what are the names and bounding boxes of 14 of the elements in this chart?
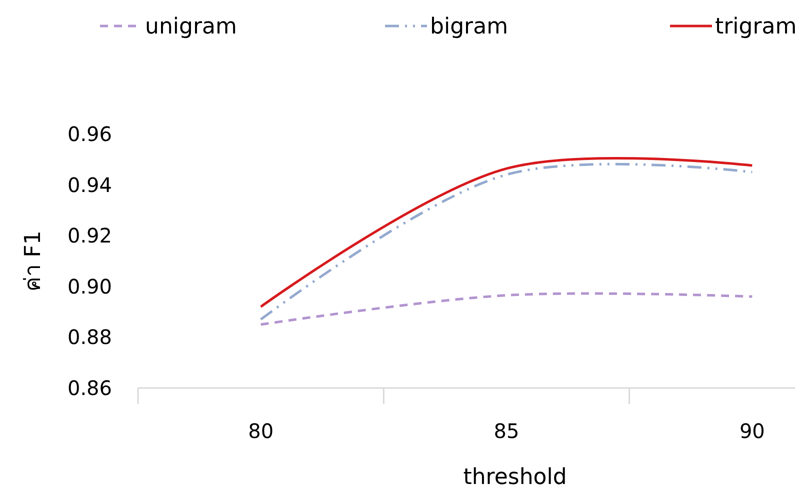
legend-label: unigram [145, 14, 237, 40]
x-tick-label: 85 [494, 419, 520, 443]
y-tick-label: 0.86 [67, 376, 112, 400]
x-tick-label: 80 [248, 419, 274, 443]
x-tick-label: 90 [739, 419, 765, 443]
y-tick-label: 0.92 [67, 224, 112, 248]
x-axis-title: threshold [463, 465, 567, 490]
y-axis-title: ค่า F1 [21, 230, 46, 292]
legend-label: bigram [430, 14, 508, 40]
y-tick-label: 0.94 [67, 172, 112, 197]
legend-label: trigram [715, 14, 795, 40]
y-tick-label: 0.90 [67, 274, 112, 298]
y-tick-label: 0.96 [67, 122, 112, 146]
y-tick-label: 0.88 [67, 325, 112, 350]
